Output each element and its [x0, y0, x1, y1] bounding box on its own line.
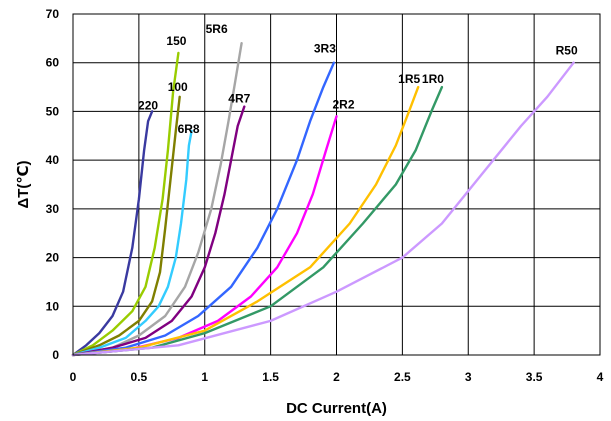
series-label-5R6: 5R6 — [206, 22, 228, 36]
series-label-4R7: 4R7 — [228, 92, 250, 106]
series-line-6R8 — [71, 129, 193, 357]
series-line-4R7 — [71, 105, 246, 357]
series-line-R50 — [71, 61, 575, 357]
y-axis-ticks: 0 10 20 30 40 50 60 70 — [46, 7, 60, 362]
series-line-5R6 — [71, 42, 243, 357]
series-label-2R2: 2R2 — [333, 97, 355, 111]
x-axis-ticks: 0 0.5 1 1.5 2 2.5 3 3.5 4 — [70, 370, 604, 384]
y-axis-label: ΔT(℃) — [15, 160, 32, 208]
y-tick-label: 50 — [46, 104, 60, 118]
x-axis-label: DC Current(A) — [286, 400, 387, 417]
series-line-100 — [71, 95, 181, 357]
x-tick-label: 2.5 — [394, 370, 411, 384]
series-label-220: 220 — [138, 98, 158, 112]
series-label-3R3: 3R3 — [314, 42, 336, 56]
series-label-R50: R50 — [556, 44, 578, 58]
series-line-150 — [71, 51, 180, 357]
series-line-1R0 — [71, 85, 444, 357]
x-tick-label: 0.5 — [131, 370, 148, 384]
series-line-220 — [71, 110, 154, 357]
x-tick-label: 1.5 — [262, 370, 279, 384]
y-tick-label: 30 — [46, 202, 60, 216]
x-tick-label: 3 — [465, 370, 472, 384]
x-tick-label: 1 — [201, 370, 208, 384]
series-label-150: 150 — [166, 34, 186, 48]
x-tick-label: 4 — [597, 370, 604, 384]
series-label-1R5: 1R5 — [398, 72, 420, 86]
y-tick-label: 70 — [46, 7, 60, 21]
y-tick-label: 0 — [52, 348, 59, 362]
series-lines — [71, 42, 575, 357]
y-tick-label: 60 — [46, 56, 60, 70]
plot-area-border — [72, 13, 601, 356]
y-tick-label: 20 — [46, 251, 60, 265]
x-tick-label: 2 — [333, 370, 340, 384]
series-labels: 220 150 100 6R8 5R6 4R7 3R3 2R2 1R5 1R0 R50 — [138, 22, 578, 136]
y-tick-label: 10 — [46, 299, 60, 313]
y-tick-label: 40 — [46, 153, 60, 167]
series-line-1R5 — [71, 85, 420, 357]
series-label-6R8: 6R8 — [178, 122, 200, 136]
series-line-3R3 — [71, 61, 336, 357]
series-label-1R0: 1R0 — [422, 72, 444, 86]
series-label-100: 100 — [168, 80, 188, 94]
x-tick-label: 0 — [70, 370, 77, 384]
grid-lines — [72, 13, 601, 356]
x-tick-label: 3.5 — [526, 370, 543, 384]
